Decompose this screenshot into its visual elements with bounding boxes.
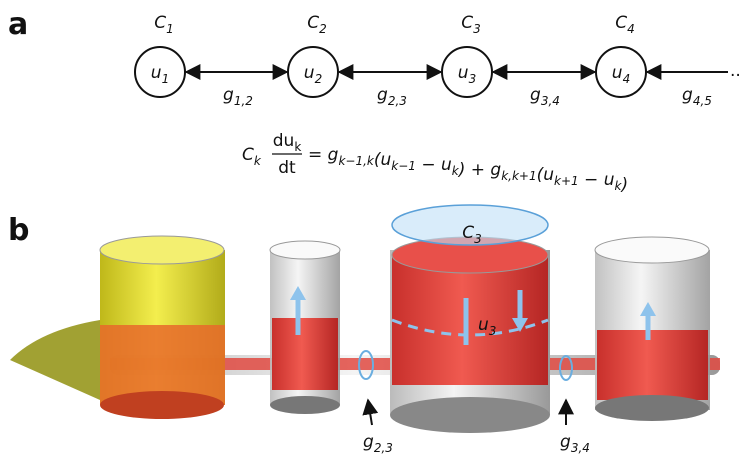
edge-conductance-base: g (682, 85, 693, 105)
node-variable-sub: 2 (315, 72, 323, 86)
node-capacitance-base: C (461, 13, 473, 33)
node-capacitance: C1 (154, 13, 174, 36)
node-variable-base: u (458, 63, 469, 83)
pipe-conductance-sub: 3,4 (571, 441, 590, 455)
equation-term-sub: k,k+1 (501, 169, 536, 183)
node-variable-sub: 4 (623, 72, 631, 86)
pipe-conductance: g2,3 (363, 432, 393, 455)
edge-conductance: g4,5 (682, 85, 712, 108)
pipe-conductance-base: g (560, 432, 571, 452)
node-capacitance: C4 (615, 13, 635, 36)
equation-term-base: − u (416, 155, 452, 175)
edge-conductance-sub: 3,4 (541, 94, 560, 108)
panel-label: b (8, 213, 29, 248)
node-capacitance-sub: 2 (319, 22, 327, 36)
fraction-numerator-sub: k (294, 140, 301, 154)
equation-term-sub: k−1 (391, 159, 416, 173)
node-variable-base: u (304, 63, 315, 83)
equation-term-base: ) + g (457, 160, 502, 180)
edge-conductance: g3,4 (530, 85, 560, 108)
equation-term-base: (u (537, 165, 555, 185)
node-capacitance-sub: 1 (166, 22, 174, 36)
equation-lhs: Ck (242, 145, 262, 168)
panel-label: a (8, 7, 28, 42)
node-capacitance-sub: 4 (627, 22, 635, 36)
edge-conductance-sub: 2,3 (388, 94, 407, 108)
ellipsis: .. (730, 61, 741, 81)
pipe-conductance-base: g (363, 432, 374, 452)
fraction-denominator: dt (278, 158, 296, 178)
equation-term-base: ) (619, 175, 628, 195)
edge-conductance-sub: 4,5 (693, 94, 712, 108)
equation-lhs-base: C (242, 145, 254, 165)
equation-term-base: = g (308, 145, 339, 165)
edge-conductance: g2,3 (377, 85, 407, 108)
equation-term-sub: k−1,k (338, 154, 374, 168)
tank-illustration (10, 205, 720, 433)
node-capacitance: C2 (307, 13, 327, 36)
node-capacitance-base: C (615, 13, 627, 33)
pipe-conductance-sub: 2,3 (374, 441, 393, 455)
pipe-conductance: g3,4 (560, 432, 590, 455)
node-capacitance-sub: 3 (473, 22, 481, 36)
edge-conductance-base: g (223, 85, 234, 105)
equation-term-base: (u (374, 150, 392, 170)
tank-level-sub: 3 (489, 324, 497, 338)
tank-level-base: u (478, 315, 489, 335)
edge-conductance-base: g (530, 85, 541, 105)
node-variable-sub: 3 (469, 72, 477, 86)
equation-term-base: − u (579, 170, 615, 190)
fraction-numerator: duk (273, 131, 302, 154)
equation-term-sub: k+1 (554, 174, 579, 188)
equation-lhs-sub: k (254, 154, 262, 168)
node-variable-sub: 1 (162, 72, 170, 86)
node-capacitance: C3 (461, 13, 481, 36)
node-variable-base: u (612, 63, 623, 83)
tank-capacitance-base: C (462, 223, 474, 243)
node-capacitance-base: C (154, 13, 166, 33)
figure: aC1u1C2u2C3u3C4u4g1,2g2,3g3,4g4,5..Ckduk… (0, 0, 741, 458)
tank-capacitance-sub: 3 (474, 232, 482, 246)
edge-conductance-sub: 1,2 (234, 94, 253, 108)
edge-conductance: g1,2 (223, 85, 253, 108)
node-variable-base: u (151, 63, 162, 83)
edge-conductance-base: g (377, 85, 388, 105)
node-capacitance-base: C (307, 13, 319, 33)
equation-rhs: = gk−1,k(uk−1 − uk) + gk,k+1(uk+1 − uk) (308, 145, 628, 195)
fraction-numerator-base: du (273, 131, 295, 151)
